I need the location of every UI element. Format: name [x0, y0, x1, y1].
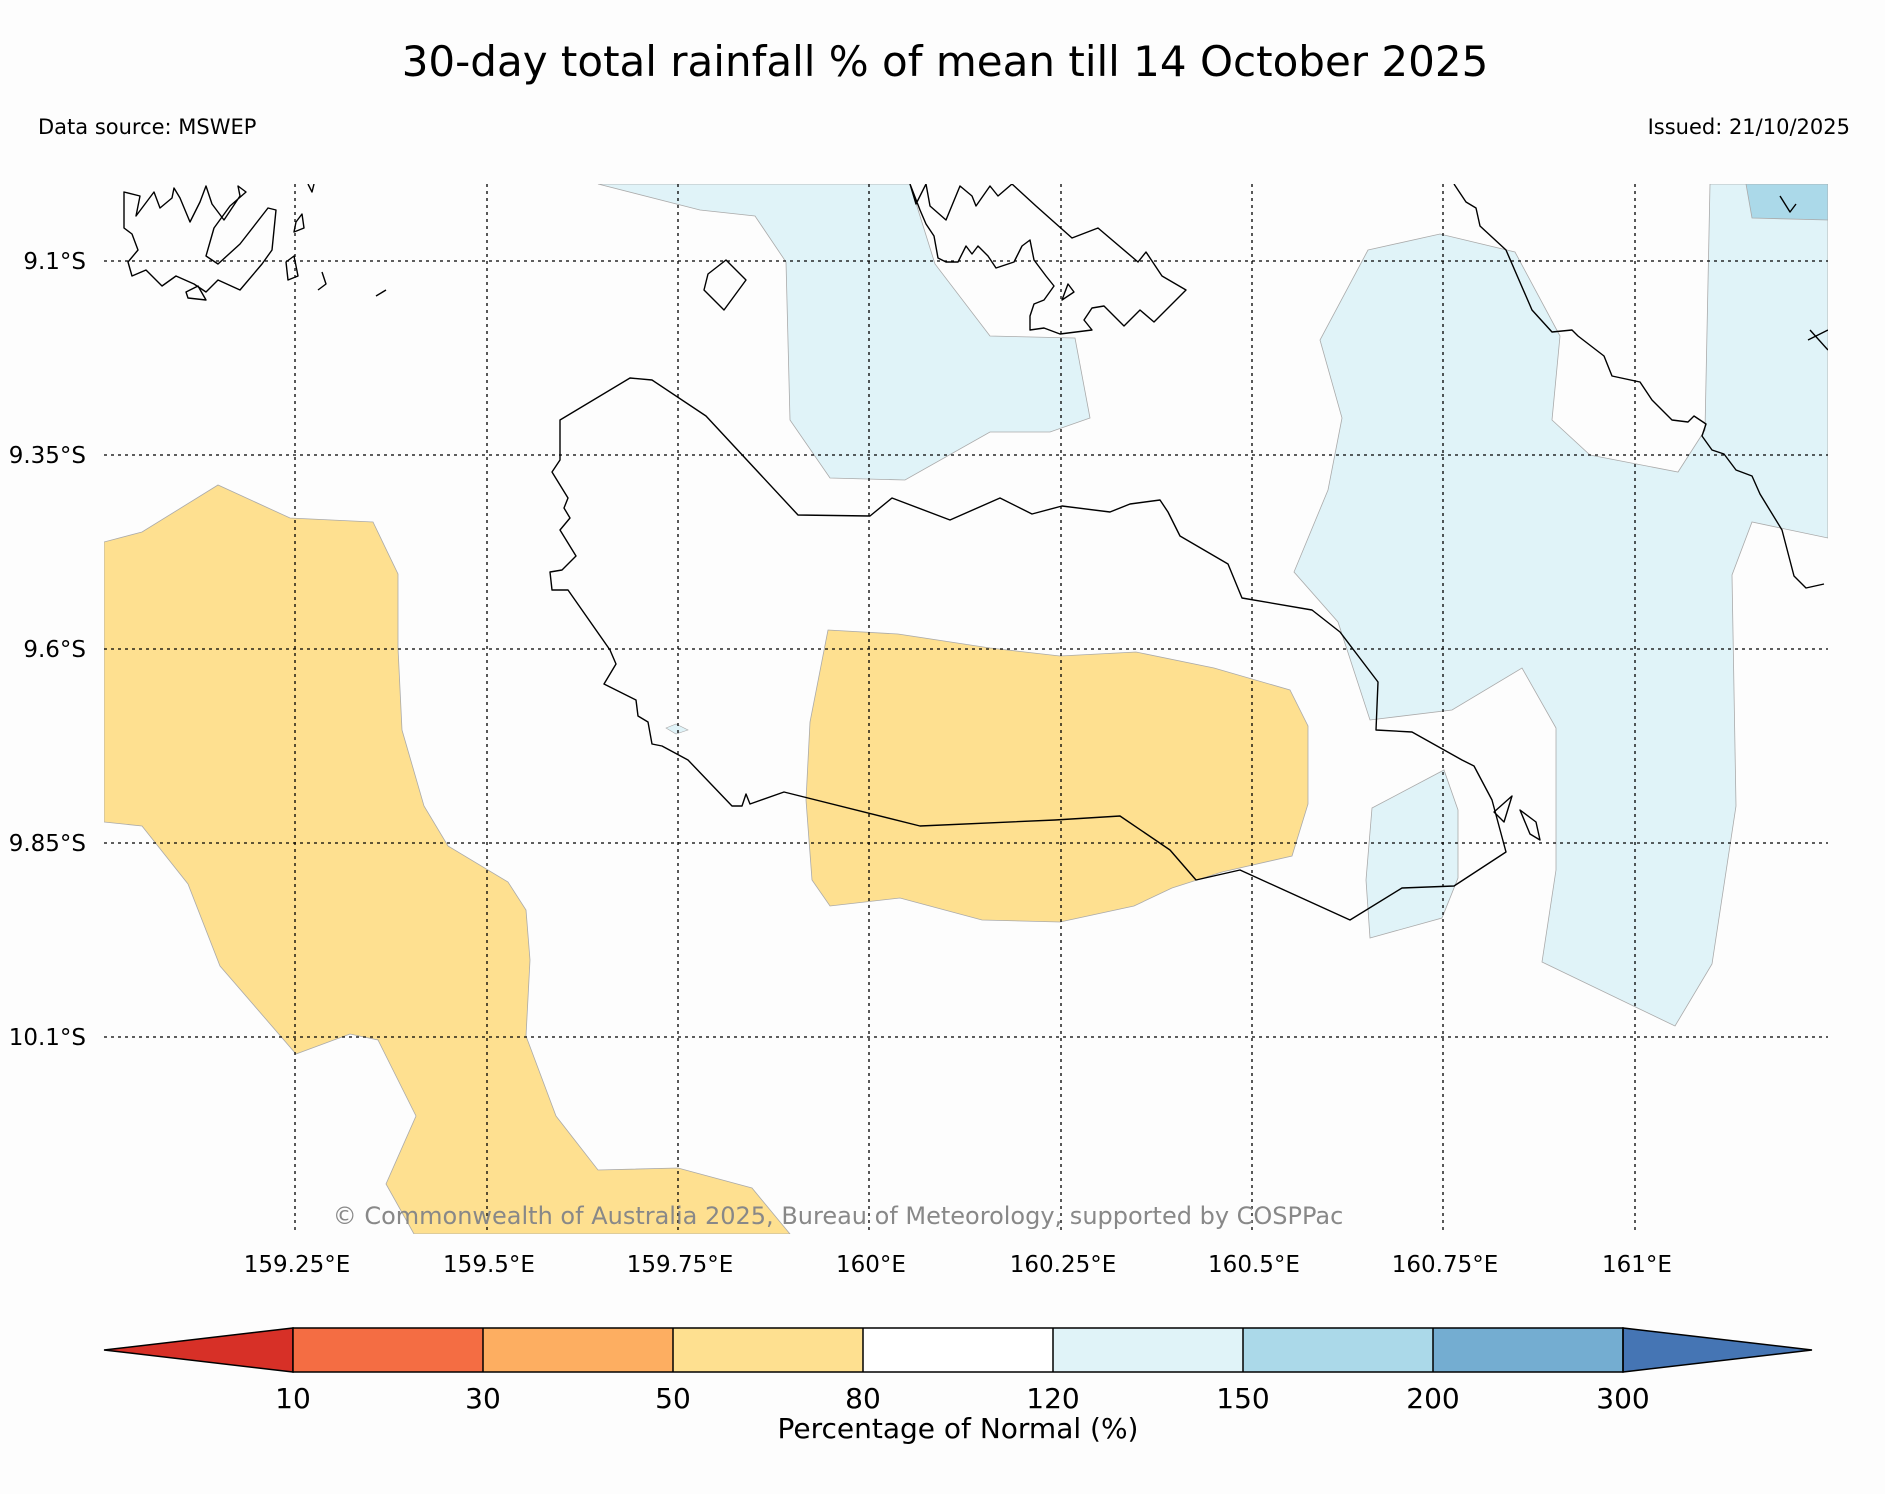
- lon-label: 160.5°E: [1208, 1252, 1300, 1278]
- map-panel: © Commonwealth of Australia 2025, Bureau…: [104, 184, 1828, 1234]
- graticule: [104, 184, 1828, 1234]
- copyright-credit: © Commonwealth of Australia 2025, Bureau…: [333, 1202, 1344, 1230]
- colorbar-segment: [483, 1328, 673, 1372]
- page-title: 30-day total rainfall % of mean till 14 …: [402, 37, 1489, 86]
- coastlines: [123, 184, 1828, 921]
- coastline-guadalcanal-east-islet: [1519, 809, 1541, 841]
- lon-label: 160°E: [836, 1252, 906, 1278]
- coastline-russell-islands: [123, 185, 277, 293]
- lat-label: 9.6°S: [23, 637, 86, 663]
- rainfall-zone-120-150-east: [1293, 184, 1828, 1027]
- colorbar-tick: 200: [1406, 1382, 1459, 1415]
- longitude-labels: 159.25°E 159.5°E 159.75°E 160°E 160.25°E…: [244, 1252, 1672, 1278]
- colorbar-segment: [1433, 1328, 1623, 1372]
- coastline-russell-small-6: [375, 289, 387, 297]
- lon-label: 159.25°E: [244, 1252, 351, 1278]
- rainfall-zone-tiny-islet: [665, 723, 689, 735]
- coastline-florida-islands: [909, 184, 1187, 335]
- rainfall-zone-50-80-central: [805, 629, 1309, 923]
- lat-label: 9.1°S: [23, 249, 86, 275]
- data-source-label: Data source: MSWEP: [38, 115, 256, 139]
- colorbar-tick: 80: [845, 1382, 881, 1415]
- colorbar-tick: 10: [275, 1382, 311, 1415]
- colorbar-tick: 30: [465, 1382, 501, 1415]
- lon-label: 159.75°E: [627, 1252, 734, 1278]
- colorbar-label: Percentage of Normal (%): [778, 1412, 1139, 1445]
- issued-date-label: Issued: 21/10/2025: [1648, 115, 1850, 139]
- lat-label: 10.1°S: [9, 1025, 86, 1051]
- rainfall-zone-120-150-north: [597, 184, 1091, 481]
- lon-label: 159.5°E: [443, 1252, 535, 1278]
- coastline-malaita-fragment-3: [1807, 329, 1828, 341]
- coastline-guadalcanal-east-island: [1493, 795, 1513, 823]
- coastline-savo: [703, 259, 747, 311]
- colorbar-segment: [673, 1328, 863, 1372]
- colorbar-segment: [1243, 1328, 1433, 1372]
- colorbar-tick: 50: [655, 1382, 691, 1415]
- lat-label: 9.35°S: [9, 443, 86, 469]
- coastline-russell-small-4: [307, 184, 315, 193]
- coastline-malaita-fragment-2: [1809, 329, 1828, 351]
- lat-label: 9.85°S: [9, 831, 86, 857]
- latitude-labels: 9.1°S 9.35°S 9.6°S 9.85°S 10.1°S: [9, 249, 86, 1051]
- coastline-malaita: [1453, 184, 1825, 589]
- lon-label: 160.25°E: [1010, 1252, 1117, 1278]
- colorbar-segment: [863, 1328, 1053, 1372]
- coastline-guadalcanal: [549, 377, 1507, 921]
- colorbar-tick: 150: [1216, 1382, 1269, 1415]
- colorbar-tick: 120: [1026, 1382, 1079, 1415]
- colorbar-extend-low: [103, 1327, 294, 1373]
- colorbar-extend-high: [1622, 1327, 1813, 1373]
- coastline-russell-small-2: [285, 255, 299, 281]
- rainfall-zone-50-80-west: [104, 484, 791, 1234]
- rainfall-zone-150-200-corner: [1745, 184, 1828, 221]
- coastline-ngella-small: [1061, 283, 1075, 301]
- lon-label: 161°E: [1602, 1252, 1672, 1278]
- coastline-malaita-fragment-1: [1779, 195, 1797, 213]
- colorbar: 10 30 50 80 120 150 200 300 Percentage o…: [103, 1327, 1813, 1445]
- colorbar-segment: [293, 1328, 483, 1372]
- colorbar-segment: [1053, 1328, 1243, 1372]
- lon-label: 160.75°E: [1392, 1252, 1499, 1278]
- coastline-russell-small-5: [317, 271, 327, 291]
- colorbar-tick: 300: [1596, 1382, 1649, 1415]
- coastline-russell-small-1: [185, 285, 207, 301]
